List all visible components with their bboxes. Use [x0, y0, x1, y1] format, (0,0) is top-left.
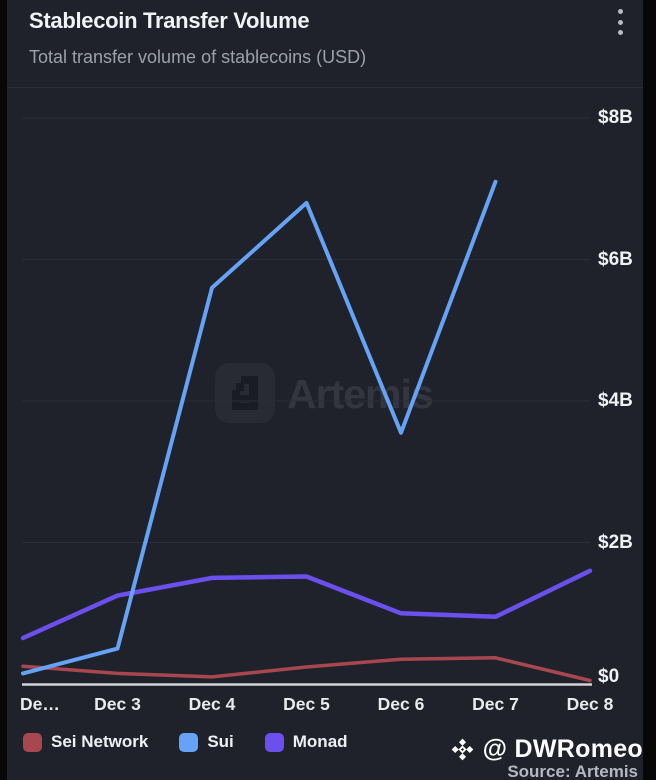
artemis-logo-icon	[215, 363, 275, 423]
header-divider	[7, 87, 643, 88]
binance-diamond-icon	[450, 737, 475, 762]
credit-handle: @ DWRomeo	[482, 735, 643, 763]
x-axis-label: Dec 8	[566, 694, 614, 714]
legend-label: Sui	[207, 732, 234, 751]
page-subtitle: Total transfer volume of stablecoins (US…	[29, 47, 367, 67]
x-axis-label: Dec 4	[188, 694, 236, 714]
y-axis-label: $4B	[598, 390, 633, 411]
x-axis-label: Dec 3	[94, 694, 141, 714]
x-axis-label: Dec 5	[283, 694, 330, 714]
legend-label: Monad	[292, 732, 348, 751]
artemis-watermark-label: Artemis	[287, 371, 434, 417]
x-axis-label: Dec 7	[472, 694, 519, 714]
legend-item-sei-network[interactable]: Sei Network	[23, 732, 148, 752]
x-axis-label: Dec 6	[377, 694, 425, 714]
monad-swatch-icon	[264, 732, 284, 752]
legend-label: Sei Network	[51, 732, 149, 751]
y-axis-label: $8B	[598, 107, 633, 128]
y-axis-label: $6B	[598, 248, 633, 270]
source-attribution: Source: Artemis	[507, 762, 638, 780]
x-axis-label: De…	[20, 694, 60, 714]
kebab-menu-icon[interactable]	[612, 7, 628, 43]
chart-legend: Sei Network Sui Monad	[23, 732, 348, 752]
sei-network-swatch-icon	[23, 732, 42, 752]
page-title: Stablecoin Transfer Volume	[29, 8, 310, 33]
y-axis-label: $2B	[598, 531, 633, 553]
sui-swatch-icon	[179, 732, 199, 752]
legend-item-sui[interactable]: Sui	[179, 732, 234, 752]
y-axis-label: $0	[598, 666, 620, 687]
legend-item-monad[interactable]: Monad	[264, 732, 348, 752]
credit-badge: @ DWRomeo	[450, 735, 643, 764]
